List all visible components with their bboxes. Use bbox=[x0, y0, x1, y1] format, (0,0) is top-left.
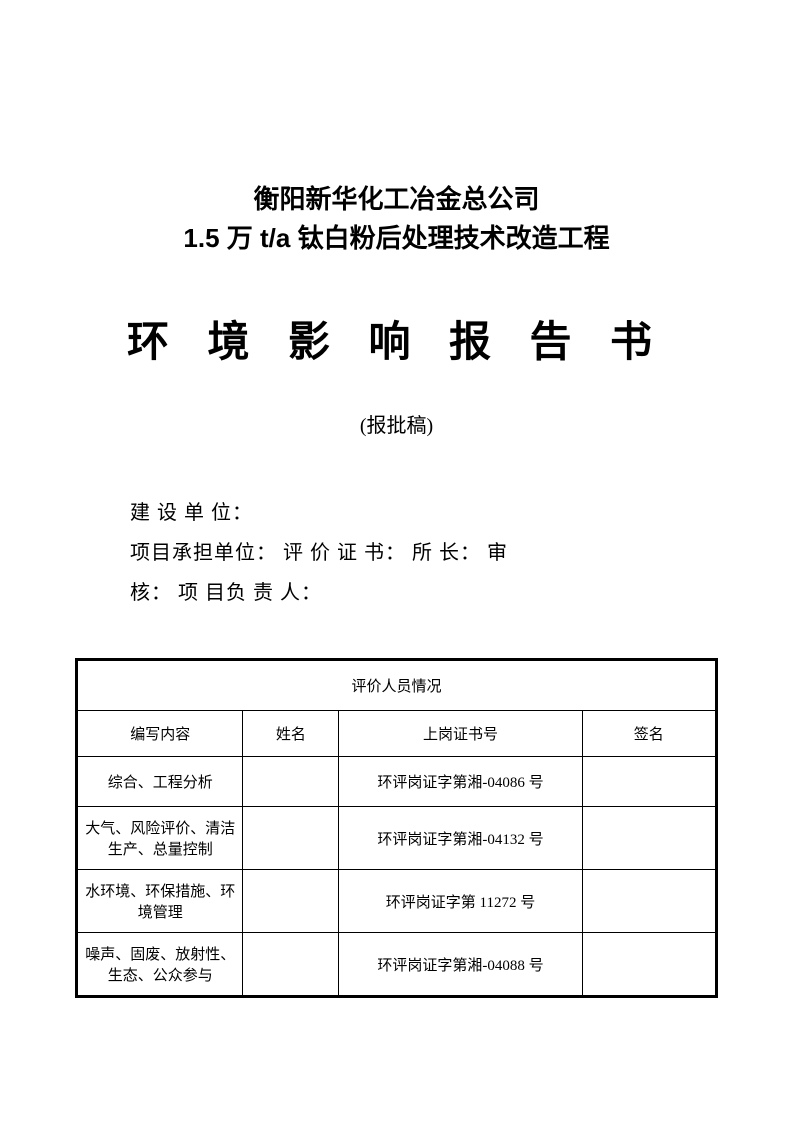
info-block: 建 设 单 位： 项目承担单位： 评 价 证 书： 所 长： 审 核： 项 目负… bbox=[130, 493, 663, 613]
cell-cert: 环评岗证字第湘-04132 号 bbox=[339, 807, 582, 870]
col-header-name: 姓名 bbox=[243, 711, 339, 757]
cell-sign bbox=[582, 807, 716, 870]
subtitle: (报批稿) bbox=[75, 409, 718, 438]
cell-name bbox=[243, 807, 339, 870]
cell-cert: 环评岗证字第湘-04086 号 bbox=[339, 757, 582, 807]
cell-sign bbox=[582, 757, 716, 807]
table-row: 大气、风险评价、清洁生产、总量控制 环评岗证字第湘-04132 号 bbox=[77, 807, 717, 870]
col-header-sign: 签名 bbox=[582, 711, 716, 757]
title-block: 衡阳新华化工冶金总公司 1.5 万 t/a 钛白粉后处理技术改造工程 环 境 影… bbox=[75, 180, 718, 438]
col-header-cert: 上岗证书号 bbox=[339, 711, 582, 757]
personnel-table: 评价人员情况 编写内容 姓名 上岗证书号 签名 综合、工程分析 环评岗证字第湘-… bbox=[75, 658, 718, 998]
table-row: 水环境、环保措施、环境管理 环评岗证字第 11272 号 bbox=[77, 870, 717, 933]
cell-content: 综合、工程分析 bbox=[77, 757, 243, 807]
table-title: 评价人员情况 bbox=[77, 660, 717, 711]
cell-name bbox=[243, 933, 339, 997]
cell-content: 大气、风险评价、清洁生产、总量控制 bbox=[77, 807, 243, 870]
cell-name bbox=[243, 870, 339, 933]
responsible-unit-line: 项目承担单位： 评 价 证 书： 所 长： 审 bbox=[130, 533, 663, 573]
company-name: 衡阳新华化工冶金总公司 bbox=[75, 180, 718, 219]
cell-content: 噪声、固废、放射性、生态、公众参与 bbox=[77, 933, 243, 997]
cell-name bbox=[243, 757, 339, 807]
col-header-content: 编写内容 bbox=[77, 711, 243, 757]
cell-content: 水环境、环保措施、环境管理 bbox=[77, 870, 243, 933]
cell-sign bbox=[582, 933, 716, 997]
table-row: 噪声、固废、放射性、生态、公众参与 环评岗证字第湘-04088 号 bbox=[77, 933, 717, 997]
construction-unit-line: 建 设 单 位： bbox=[130, 493, 663, 533]
main-title: 环 境 影 响 报 告 书 bbox=[75, 308, 718, 369]
cell-sign bbox=[582, 870, 716, 933]
project-name: 1.5 万 t/a 钛白粉后处理技术改造工程 bbox=[75, 219, 718, 258]
table-row: 综合、工程分析 环评岗证字第湘-04086 号 bbox=[77, 757, 717, 807]
cell-cert: 环评岗证字第湘-04088 号 bbox=[339, 933, 582, 997]
table-title-row: 评价人员情况 bbox=[77, 660, 717, 711]
cell-cert: 环评岗证字第 11272 号 bbox=[339, 870, 582, 933]
table-header-row: 编写内容 姓名 上岗证书号 签名 bbox=[77, 711, 717, 757]
auditor-line: 核： 项 目负 责 人： bbox=[130, 573, 663, 613]
